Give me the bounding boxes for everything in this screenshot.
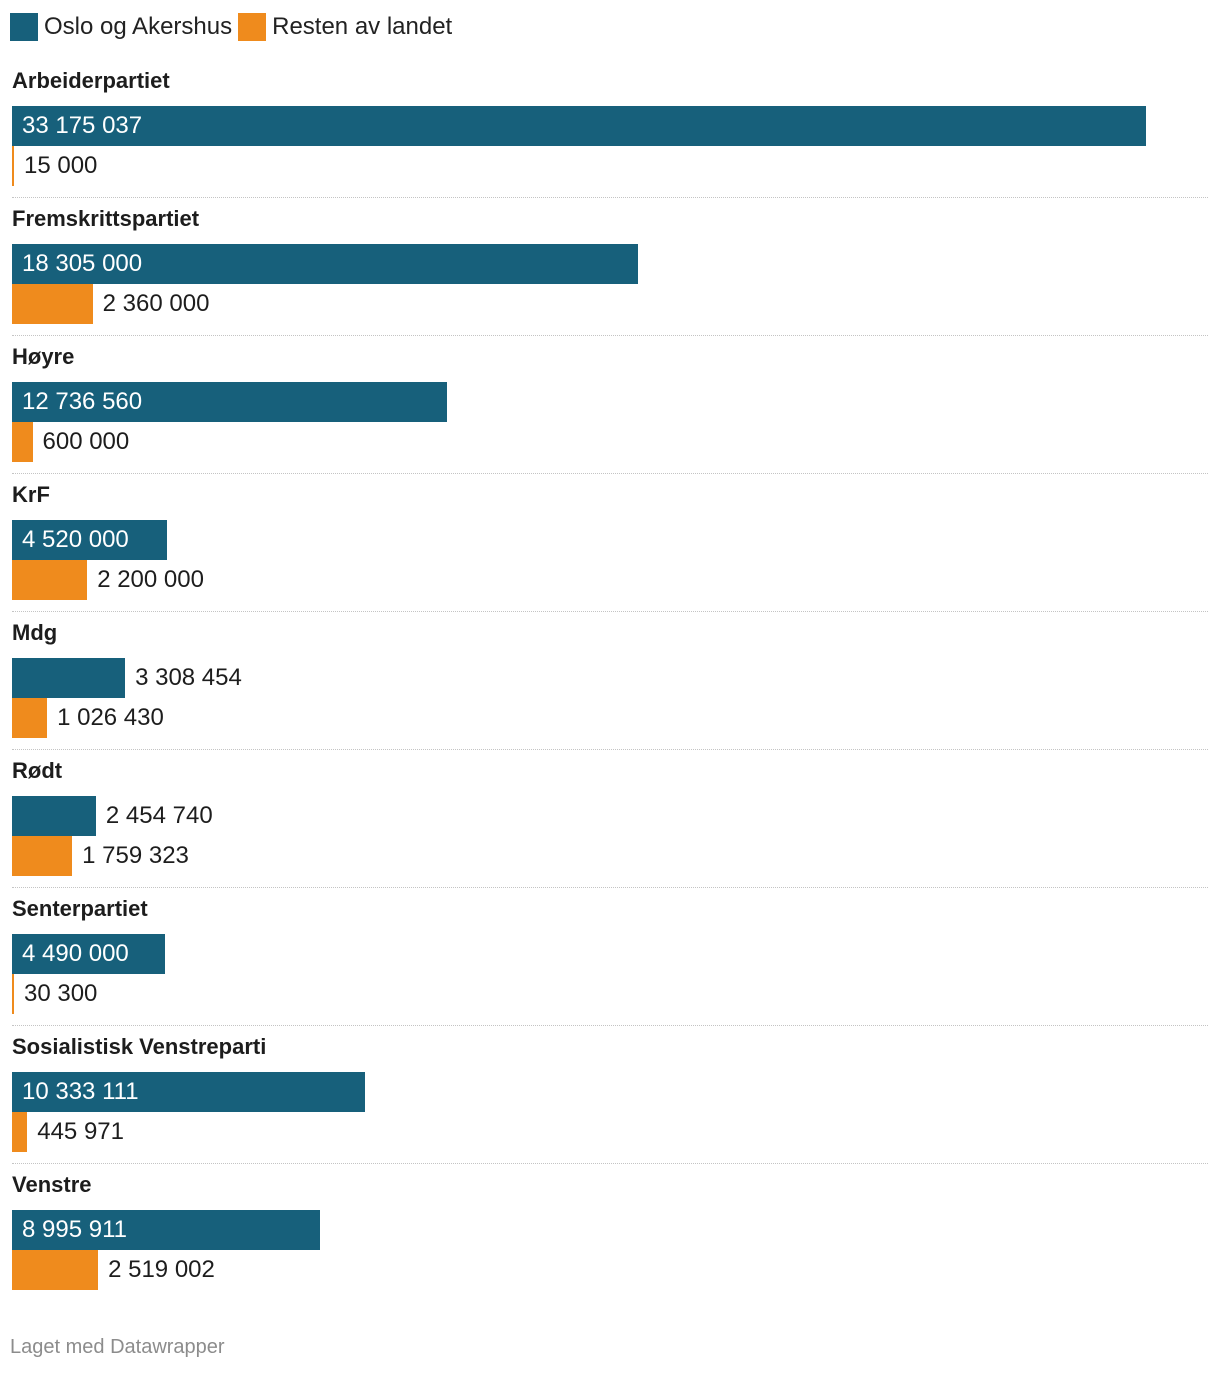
bar-venstre-resten-av-landet: [12, 1250, 99, 1290]
group-divider: [12, 473, 1208, 474]
value-label-senterpartiet-resten-av-landet: 30 300: [24, 980, 98, 1007]
bar-rodt-oslo-akershus: [12, 796, 96, 836]
bar-rodt-resten-av-landet: [12, 836, 73, 876]
legend: Oslo og Akershus Resten av landet: [10, 13, 458, 41]
bar-fremskrittspartiet-oslo-akershus: [12, 244, 638, 284]
group-divider: [12, 749, 1208, 750]
value-label-venstre-oslo-akershus: 8 995 911: [22, 1216, 127, 1243]
bar-mdg-resten-av-landet: [12, 698, 48, 738]
value-label-krf-oslo-akershus: 4 520 000: [22, 526, 129, 553]
group-divider: [12, 887, 1208, 888]
group-divider: [12, 1163, 1208, 1164]
bar-senterpartiet-oslo-akershus: [12, 934, 166, 974]
legend-item-resten-av-landet: Resten av landet: [238, 13, 452, 41]
value-label-sosialistisk-venstreparti-oslo-akershus: 10 333 111: [22, 1078, 139, 1105]
legend-label-resten-av-landet: Resten av landet: [272, 13, 453, 40]
bar-krf-resten-av-landet: [12, 560, 88, 600]
bar-mdg-oslo-akershus: [12, 658, 126, 698]
value-label-rodt-oslo-akershus: 2 454 740: [105, 802, 213, 829]
bar-krf-oslo-akershus: [12, 520, 167, 560]
value-label-venstre-resten-av-landet: 2 519 002: [108, 1256, 215, 1283]
bar-hoyre-resten-av-landet: [12, 422, 33, 462]
bar-arbeiderpartiet-resten-av-landet: [12, 146, 14, 186]
bar-chart: Arbeiderpartiet 33 175 037 15 000 Fremskrit…: [12, 68, 1208, 1290]
category-label-rodt: Rødt: [12, 758, 63, 783]
category-label-hoyre: Høyre: [12, 344, 75, 369]
group-divider: [12, 335, 1208, 336]
value-label-senterpartiet-oslo-akershus: 4 490 000: [22, 940, 129, 967]
category-label-sosialistisk-venstreparti: Sosialistisk Venstreparti: [12, 1034, 267, 1059]
legend-swatch-oslo-akershus: [10, 13, 38, 41]
category-label-venstre: Venstre: [12, 1172, 92, 1197]
value-label-mdg-resten-av-landet: 1 026 430: [57, 704, 164, 731]
value-label-fremskrittspartiet-resten-av-landet: 2 360 000: [102, 290, 210, 317]
category-label-krf: KrF: [12, 482, 50, 507]
legend-swatch-resten-av-landet: [238, 13, 267, 41]
value-label-mdg-oslo-akershus: 3 308 454: [135, 664, 242, 691]
bar-hoyre-oslo-akershus: [12, 382, 448, 422]
legend-item-oslo-akershus: Oslo og Akershus: [10, 13, 232, 41]
value-label-rodt-resten-av-landet: 1 759 323: [82, 842, 189, 869]
value-label-hoyre-resten-av-landet: 600 000: [42, 428, 130, 455]
value-label-sosialistisk-venstreparti-resten-av-landet: 445 971: [37, 1118, 124, 1145]
value-label-fremskrittspartiet-oslo-akershus: 18 305 000: [22, 250, 143, 277]
legend-label-oslo-akershus: Oslo og Akershus: [44, 13, 233, 40]
group-divider: [12, 197, 1208, 198]
category-label-arbeiderpartiet: Arbeiderpartiet: [12, 68, 170, 93]
bar-senterpartiet-resten-av-landet: [12, 974, 14, 1014]
group-divider: [12, 1025, 1208, 1026]
category-label-fremskrittspartiet: Fremskrittspartiet: [12, 206, 200, 231]
bar-venstre-oslo-akershus: [12, 1210, 320, 1250]
group-divider: [12, 611, 1208, 612]
value-label-hoyre-oslo-akershus: 12 736 560: [22, 388, 143, 415]
bar-fremskrittspartiet-resten-av-landet: [12, 284, 93, 324]
category-label-senterpartiet: Senterpartiet: [12, 896, 148, 921]
value-label-arbeiderpartiet-oslo-akershus: 33 175 037: [22, 112, 143, 139]
bar-arbeiderpartiet-oslo-akershus: [12, 106, 1146, 146]
datawrapper-credit: Laget med Datawrapper: [10, 1336, 225, 1358]
category-label-mdg: Mdg: [12, 620, 58, 645]
value-label-krf-resten-av-landet: 2 200 000: [97, 566, 204, 593]
value-label-arbeiderpartiet-resten-av-landet: 15 000: [24, 152, 98, 179]
bar-sosialistisk-venstreparti-resten-av-landet: [12, 1112, 28, 1152]
bar-sosialistisk-venstreparti-oslo-akershus: [12, 1072, 366, 1112]
